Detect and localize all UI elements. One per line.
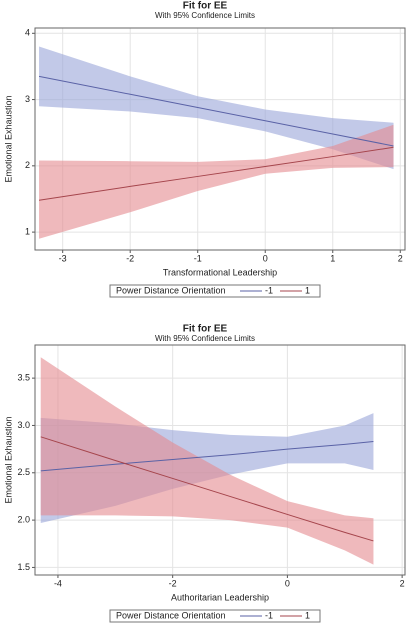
fit-line bbox=[40, 441, 374, 472]
y-tick-label: 3.0 bbox=[17, 420, 30, 430]
y-axis-label: Emotional Exhaustion bbox=[3, 95, 13, 182]
chart-subtitle: With 95% Confidence Limits bbox=[155, 11, 255, 20]
legend-box bbox=[109, 284, 321, 298]
legend-label: 1 bbox=[305, 285, 310, 295]
x-tick-label: 2 bbox=[398, 253, 403, 263]
x-tick-label: -3 bbox=[59, 253, 67, 263]
legend-label: -1 bbox=[265, 285, 273, 295]
y-tick-label: 2.5 bbox=[17, 467, 30, 477]
plot-frame bbox=[34, 344, 406, 576]
y-tick-label: 1.5 bbox=[17, 562, 30, 572]
x-tick-label: 0 bbox=[285, 578, 290, 588]
y-tick-label: 3.5 bbox=[17, 373, 30, 383]
legend-title: Power Distance Orientation bbox=[116, 285, 226, 295]
confidence-band bbox=[40, 357, 374, 565]
confidence-band bbox=[39, 46, 394, 170]
legend-title: Power Distance Orientation bbox=[116, 610, 226, 620]
confidence-band bbox=[39, 124, 394, 239]
fit-line bbox=[38, 146, 394, 201]
y-axis-label: Emotional Exhaustion bbox=[3, 416, 13, 503]
x-tick-label: -2 bbox=[126, 253, 134, 263]
legend-label: -1 bbox=[265, 610, 273, 620]
chart-subtitle: With 95% Confidence Limits bbox=[155, 334, 255, 343]
chart-title: Fit for EE bbox=[183, 324, 228, 335]
fit-line bbox=[38, 75, 394, 147]
plot-frame bbox=[34, 27, 406, 251]
x-tick-label: -4 bbox=[54, 578, 62, 588]
x-tick-label: 2 bbox=[400, 578, 405, 588]
x-tick-label: -1 bbox=[194, 253, 202, 263]
y-tick-label: 3 bbox=[25, 94, 30, 104]
legend-label: 1 bbox=[305, 610, 310, 620]
y-tick-label: 2 bbox=[25, 160, 30, 170]
x-axis-label: Transformational Leadership bbox=[163, 267, 277, 277]
legend-box bbox=[109, 609, 321, 623]
chart-title: Fit for EE bbox=[183, 1, 228, 12]
fit-line bbox=[40, 436, 374, 542]
x-axis-label: Authoritarian Leadership bbox=[171, 592, 269, 602]
x-tick-label: -2 bbox=[169, 578, 177, 588]
y-tick-label: 1 bbox=[25, 226, 30, 236]
y-tick-label: 2.0 bbox=[17, 514, 30, 524]
y-tick-label: 4 bbox=[25, 28, 30, 38]
x-tick-label: 1 bbox=[330, 253, 335, 263]
x-tick-label: 0 bbox=[263, 253, 268, 263]
